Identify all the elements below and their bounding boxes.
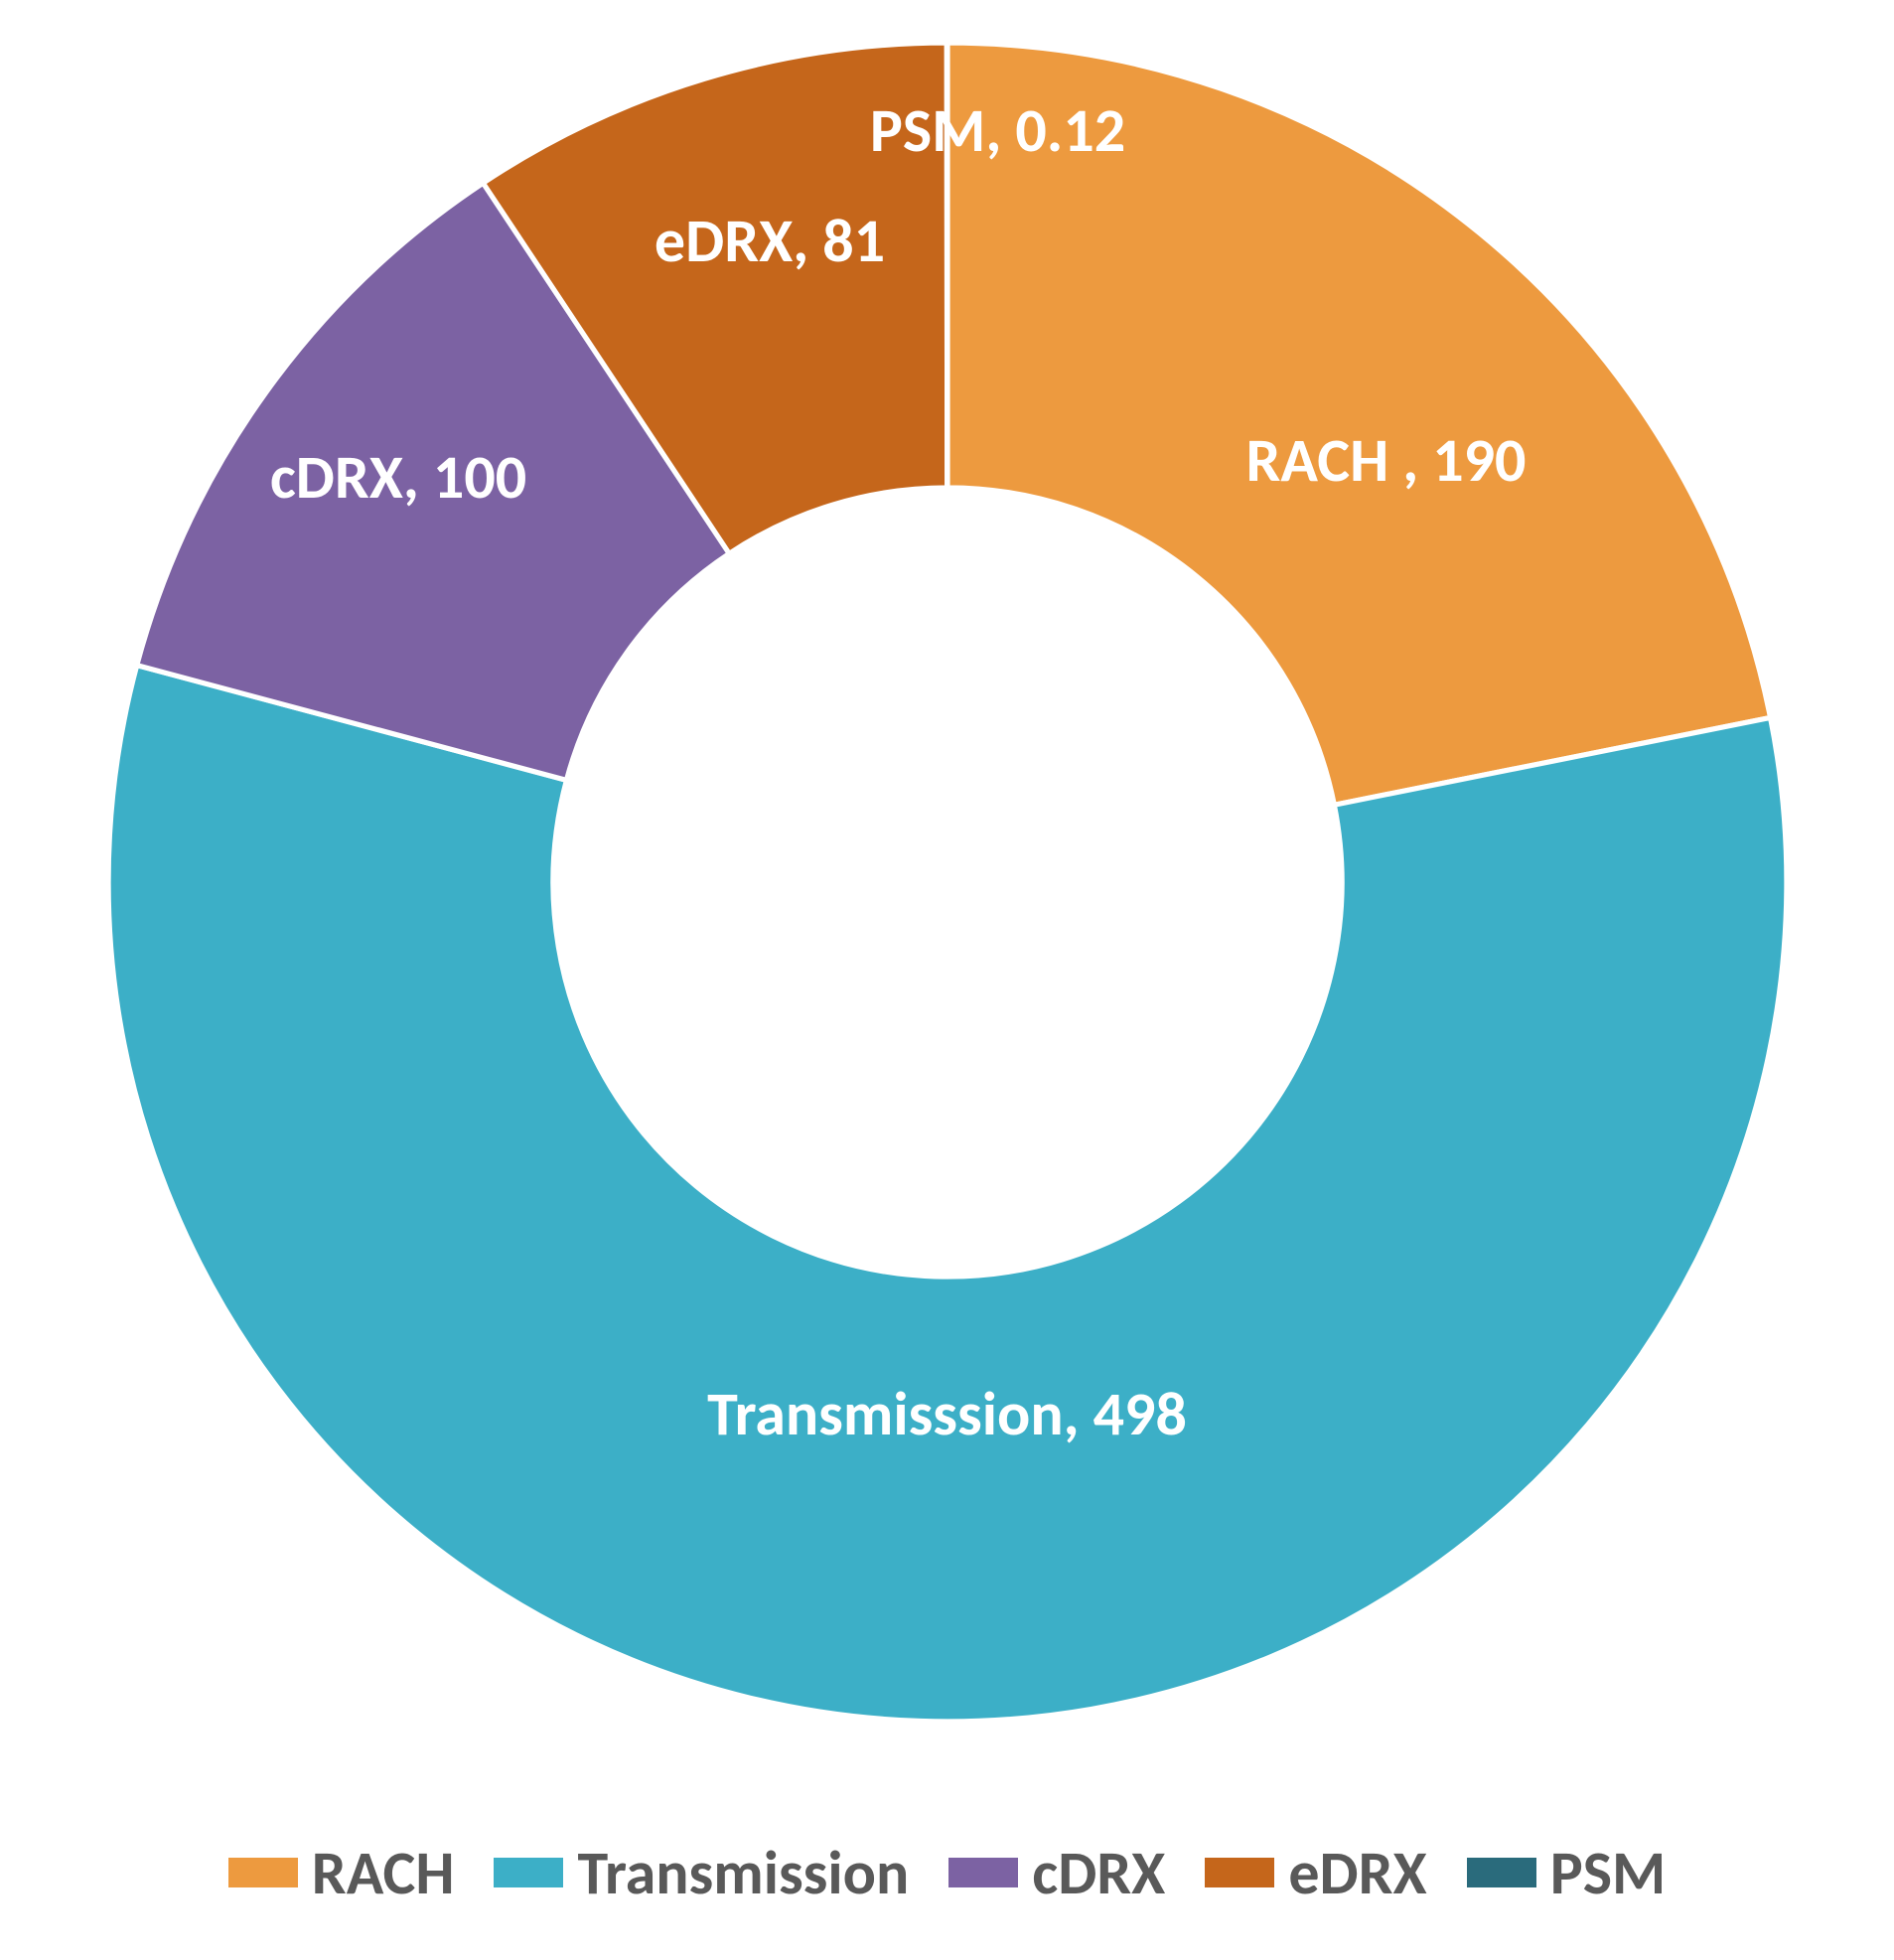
donut-svg [103, 38, 1792, 1727]
donut-hole [552, 488, 1341, 1277]
slice-label-edrx: eDRX, 81 [655, 203, 885, 278]
slice-label-psm: PSM, 0.12 [870, 92, 1125, 168]
legend-item-edrx: eDRX [1205, 1835, 1426, 1910]
legend-swatch-rach [228, 1858, 298, 1887]
legend-item-transmission: Transmission [494, 1835, 909, 1910]
legend-swatch-psm [1467, 1858, 1536, 1887]
legend-swatch-transmission [494, 1858, 563, 1887]
legend-item-psm: PSM [1467, 1835, 1667, 1910]
slice-label-transmission: Transmisssion, 498 [707, 1376, 1187, 1451]
legend-swatch-cdrx [948, 1858, 1018, 1887]
legend-label-transmission: Transmission [577, 1835, 909, 1910]
slice-label-cdrx: cDRX, 100 [270, 439, 526, 515]
legend-label-cdrx: cDRX [1032, 1835, 1165, 1910]
legend-label-edrx: eDRX [1288, 1835, 1426, 1910]
legend-label-psm: PSM [1550, 1835, 1667, 1910]
donut-chart-container: RACH , 190 Transmisssion, 498 cDRX, 100 eDR… [0, 0, 1894, 1960]
slice-label-rach: RACH , 190 [1246, 422, 1527, 498]
donut-chart: RACH , 190 Transmisssion, 498 cDRX, 100 eDR… [103, 38, 1792, 1727]
legend-item-cdrx: cDRX [948, 1835, 1165, 1910]
legend-swatch-edrx [1205, 1858, 1274, 1887]
legend-label-rach: RACH [312, 1835, 455, 1910]
legend: RACH Transmission cDRX eDRX PSM [0, 1835, 1894, 1910]
legend-item-rach: RACH [228, 1835, 455, 1910]
